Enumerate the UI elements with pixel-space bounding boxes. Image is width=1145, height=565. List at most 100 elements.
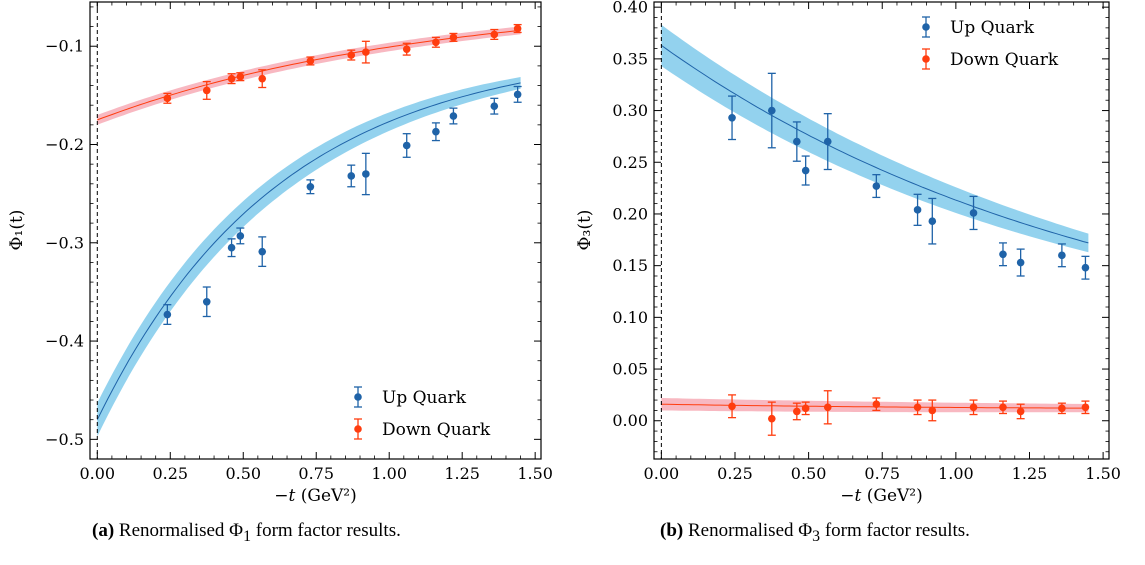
data-point-down: [801, 401, 810, 416]
marker: [432, 38, 440, 47]
legend-marker: [354, 425, 362, 433]
marker: [1016, 407, 1025, 416]
data-point-down: [449, 32, 458, 42]
fit-band-up: [661, 24, 1089, 253]
data-point-up: [347, 164, 356, 188]
fit-line-up: [661, 44, 1089, 244]
x-tick-label: 1.25: [1012, 464, 1048, 483]
x-axis-label: −t (GeV²): [840, 486, 922, 506]
marker: [1081, 263, 1090, 272]
data-point-up: [236, 227, 245, 245]
marker: [728, 402, 736, 411]
legend-marker: [354, 393, 362, 401]
plot-frame: [653, 1, 1110, 460]
data-point-up: [1057, 243, 1066, 268]
marker: [202, 297, 211, 306]
legend: Up Quark Down Quark: [922, 16, 1059, 70]
data-point-down: [767, 401, 776, 436]
data-point-down: [1081, 400, 1090, 415]
marker: [999, 403, 1007, 412]
marker: [513, 90, 522, 99]
data-point-down: [202, 80, 211, 100]
data-point-up: [1081, 255, 1090, 280]
data-point-down: [227, 73, 236, 85]
legend-marker: [922, 55, 930, 63]
marker: [490, 102, 499, 110]
marker: [513, 24, 522, 33]
data-point-down: [163, 92, 172, 104]
marker: [362, 48, 370, 56]
marker: [1058, 251, 1066, 260]
chart-panel-b: 0.00 0.25 0.50 0.75 1.00 1.25 1.50 0.00 0.05 0.10…: [575, 0, 1121, 506]
y-axis-label: Φ₃(t): [575, 210, 595, 251]
data-point-up: [361, 152, 370, 196]
y-axis-label: Φ₁(t): [7, 210, 27, 251]
data-point-up: [928, 197, 937, 245]
data-point-down: [236, 72, 245, 82]
x-tick-label: 0.00: [79, 464, 115, 483]
y-tick-label: 0.20: [612, 204, 648, 223]
y-tick-label: −0.2: [45, 135, 84, 154]
marker: [258, 74, 267, 83]
x-tick-label: 1.50: [1085, 464, 1121, 483]
data-point-down: [513, 23, 522, 34]
marker: [767, 414, 776, 423]
marker: [449, 112, 458, 120]
data-point-up: [801, 155, 810, 186]
x-tick-label: 1.00: [938, 464, 974, 483]
y-tick-label: −0.4: [45, 332, 84, 351]
y-tick-label: 0.40: [612, 0, 648, 17]
x-tick-label: 0.25: [152, 464, 188, 483]
data-point-down: [998, 400, 1007, 415]
marker: [767, 106, 776, 115]
marker: [202, 86, 211, 95]
marker: [728, 114, 736, 122]
data-point-down: [258, 69, 267, 89]
data-point-down: [402, 42, 411, 56]
data-point-up: [402, 133, 411, 158]
data-point-down: [823, 390, 832, 425]
fit-band-up: [97, 77, 521, 437]
marker: [347, 51, 356, 59]
x-tick-label: 0.25: [717, 464, 753, 483]
marker: [793, 407, 801, 416]
x-tick-label: 0.50: [225, 464, 261, 483]
marker: [432, 127, 440, 136]
marker: [823, 137, 832, 146]
x-axis-label-unit: (GeV²): [295, 486, 356, 506]
y-tick-label: 0.05: [612, 360, 648, 379]
legend: Up Quark Down Quark: [354, 386, 491, 440]
marker: [227, 74, 236, 83]
marker: [236, 72, 245, 81]
x-tick-label: 0.00: [644, 464, 680, 483]
data-point-up: [767, 72, 776, 149]
data-point-up: [913, 193, 922, 226]
fit-band-down: [97, 26, 521, 125]
data-point-up: [998, 242, 1007, 267]
data-point-up: [823, 113, 832, 171]
legend-item-down: Down Quark: [922, 48, 1059, 70]
marker: [913, 206, 922, 214]
x-tick-label: 0.50: [791, 464, 827, 483]
marker: [1016, 258, 1025, 267]
x-tick-label: 1.25: [444, 464, 480, 483]
marker: [793, 137, 801, 146]
x-tick-label: 1.00: [371, 464, 407, 483]
x-axis-label-var: −t: [840, 486, 861, 506]
data-point-down: [347, 49, 356, 61]
data-point-up: [513, 85, 522, 103]
y-tick-label: −0.1: [45, 37, 84, 56]
x-axis-label: −t (GeV²): [274, 486, 356, 506]
legend-item-up: Up Quark: [922, 16, 1035, 38]
marker: [490, 30, 499, 39]
y-tick-label: −0.5: [45, 430, 84, 449]
data-point-up: [449, 107, 458, 125]
data-point-down: [872, 397, 881, 412]
marker: [801, 404, 810, 413]
data-point-up: [258, 236, 267, 268]
data-point-down: [490, 28, 499, 40]
data-point-down: [306, 56, 315, 66]
marker: [258, 247, 267, 256]
legend-marker: [922, 23, 930, 31]
legend-label: Down Quark: [382, 420, 491, 440]
